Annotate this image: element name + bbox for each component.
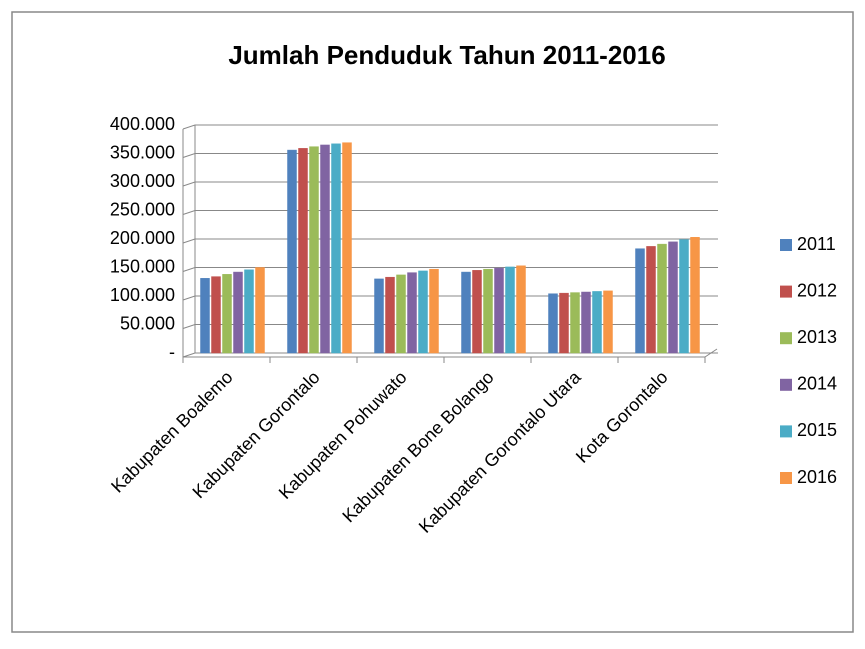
y-tick-label: 400.000: [110, 114, 175, 134]
y-tick-label: 300.000: [110, 171, 175, 191]
bar: [516, 265, 526, 354]
legend-swatch: [780, 239, 792, 251]
bar: [309, 146, 319, 354]
bar: [679, 239, 689, 354]
bar: [396, 274, 406, 354]
legend-label: 2011: [797, 234, 836, 254]
bar: [646, 246, 656, 354]
bar: [559, 292, 569, 354]
bar: [418, 270, 428, 354]
y-tick-label: 250.000: [110, 199, 175, 219]
chart-title: Jumlah Penduduk Tahun 2011-2016: [228, 40, 665, 70]
grid-line: [182, 238, 718, 244]
legend-swatch: [780, 378, 792, 391]
legend-label: 2013: [797, 327, 837, 347]
legend-swatch: [780, 425, 792, 438]
y-tick-label: 150.000: [110, 256, 175, 276]
bar: [635, 248, 645, 354]
bar: [385, 276, 395, 354]
bar: [570, 292, 580, 354]
y-tick-label: 100.000: [110, 285, 175, 305]
legend-label: 2015: [797, 420, 837, 440]
bar: [200, 278, 210, 354]
bar: [331, 143, 341, 354]
grid-line: [182, 181, 718, 187]
legend-label: 2014: [797, 374, 837, 394]
legend-swatch: [780, 285, 792, 298]
bar: [244, 269, 254, 354]
legend-label: 2012: [797, 280, 837, 300]
bar: [429, 268, 439, 354]
bar: [287, 149, 297, 354]
bar: [483, 268, 493, 354]
bar: [603, 290, 613, 354]
bar: [211, 276, 221, 354]
bar: [233, 271, 243, 354]
grid-line: [182, 153, 718, 158]
bar: [222, 274, 232, 354]
legend-swatch: [780, 472, 792, 484]
y-tick-label: -: [169, 342, 175, 362]
bar: [472, 270, 482, 354]
legend-label: 2016: [797, 467, 837, 487]
bar: [581, 291, 591, 354]
bar: [494, 267, 504, 354]
bar: [668, 241, 678, 354]
y-tick-label: 50.000: [120, 313, 175, 333]
bar: [342, 142, 352, 354]
bar: [592, 291, 602, 354]
bar: [505, 266, 515, 354]
bar: [298, 148, 308, 354]
bar: [374, 278, 384, 354]
bar: [690, 237, 700, 354]
grid-line: [182, 324, 718, 329]
grid-line: [182, 352, 718, 358]
grid-line: [182, 124, 718, 130]
bar: [255, 267, 265, 354]
bar: [320, 144, 330, 354]
bar: [461, 271, 471, 354]
y-tick-label: 200.000: [110, 228, 175, 248]
bar: [657, 243, 667, 354]
bar: [548, 293, 558, 354]
legend-swatch: [780, 332, 792, 345]
y-tick-label: 350.000: [110, 142, 175, 162]
grid-line: [182, 210, 718, 215]
grid-line: [182, 295, 718, 301]
bar: [407, 272, 417, 354]
grid-line: [182, 267, 718, 272]
